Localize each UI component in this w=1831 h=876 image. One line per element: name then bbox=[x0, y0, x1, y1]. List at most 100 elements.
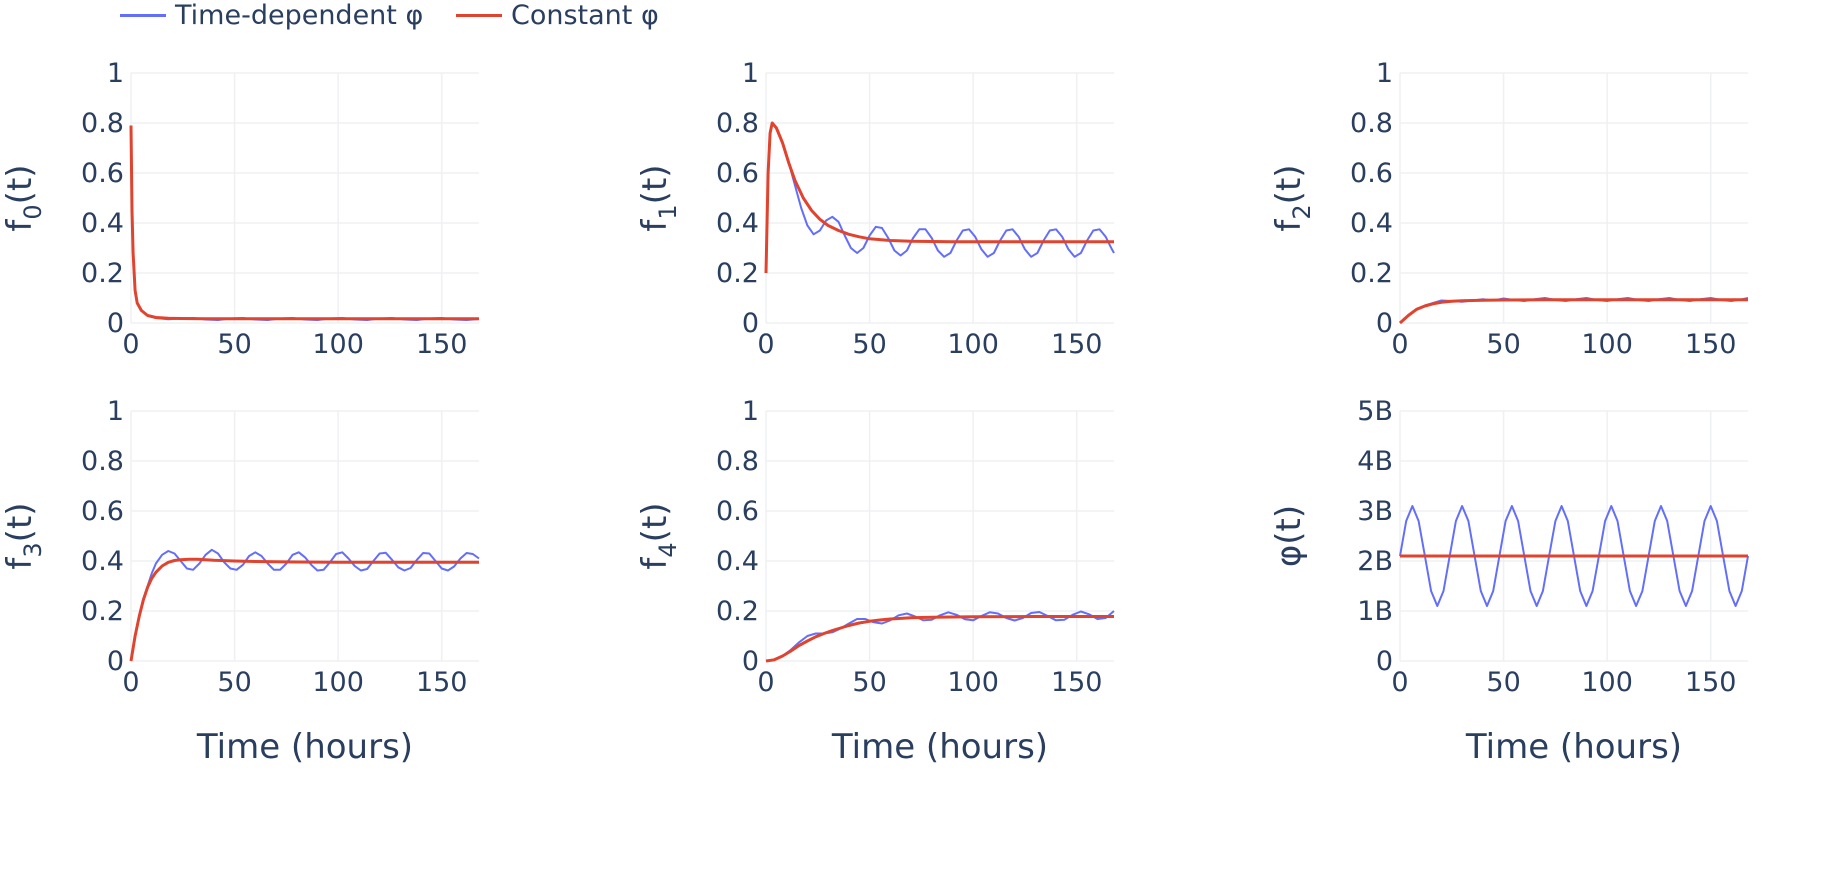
series-line-constant bbox=[764, 121, 1114, 274]
y-axis-label-suffix: (t) bbox=[635, 164, 675, 204]
y-tick-label: 0 bbox=[107, 308, 124, 339]
y-axis-label: f2(t) bbox=[1269, 164, 1316, 231]
legend-item-time-dependent[interactable]: Time-dependent φ bbox=[120, 0, 423, 31]
y-axis-label-suffix: (t) bbox=[1269, 164, 1309, 204]
y-axis-label-base: f bbox=[635, 557, 675, 570]
x-axis-label: Time (hours) bbox=[831, 727, 1048, 767]
y-tick-label: 0.6 bbox=[81, 496, 124, 527]
x-tick-label: 150 bbox=[416, 329, 468, 360]
x-tick-label: 50 bbox=[852, 667, 886, 698]
y-axis-label-base: f bbox=[1269, 219, 1309, 232]
x-axis-label: Time (hours) bbox=[196, 727, 413, 767]
y-axis-label-subscript: 2 bbox=[1288, 204, 1316, 219]
y-tick-label: 0.8 bbox=[81, 446, 124, 477]
x-tick-label: 0 bbox=[1391, 667, 1408, 698]
series-line-constant bbox=[765, 615, 1114, 663]
legend-label-constant: Constant φ bbox=[511, 0, 659, 31]
y-axis-label-base: φ(t) bbox=[1269, 505, 1309, 567]
y-tick-label: 0.6 bbox=[81, 158, 124, 189]
x-tick-label: 150 bbox=[416, 667, 468, 698]
y-tick-label: 0.4 bbox=[81, 546, 124, 577]
y-tick-label: 0.2 bbox=[81, 596, 124, 627]
x-tick-label: 100 bbox=[312, 667, 364, 698]
y-axis-label-suffix: (t) bbox=[0, 502, 40, 542]
subplot-f2: 0 0.2 0.4 0.6 0.8 1 0 50 100 150 f2(t) bbox=[1269, 58, 1749, 360]
y-axis-label: f3(t) bbox=[0, 502, 47, 569]
y-axis-label-subscript: 1 bbox=[654, 204, 682, 219]
gridlines-phi bbox=[1399, 410, 1748, 662]
legend-swatch-constant bbox=[456, 13, 502, 17]
y-tick-label: 0.4 bbox=[81, 208, 124, 239]
gridlines-f2 bbox=[1399, 72, 1748, 324]
y-tick-label: 0.4 bbox=[716, 208, 759, 239]
y-axis-label: f4(t) bbox=[635, 502, 682, 569]
y-axis-label-base: f bbox=[0, 557, 40, 570]
y-tick-label: 1 bbox=[107, 58, 124, 89]
x-tick-label: 100 bbox=[947, 329, 999, 360]
y-tick-label: 1 bbox=[1376, 58, 1393, 89]
y-tick-label: 0.6 bbox=[716, 158, 759, 189]
gridlines-f0 bbox=[130, 72, 479, 324]
x-tick-label: 100 bbox=[1581, 667, 1633, 698]
x-tick-label: 50 bbox=[852, 329, 886, 360]
series-line-time-dependent bbox=[765, 122, 1115, 274]
y-axis-label-subscript: 4 bbox=[654, 542, 682, 557]
y-axis-label-base: f bbox=[0, 219, 40, 232]
y-tick-label: 0 bbox=[742, 308, 759, 339]
legend-item-constant[interactable]: Constant φ bbox=[456, 0, 659, 31]
x-tick-label: 100 bbox=[947, 667, 999, 698]
y-axis-label-base: f bbox=[635, 219, 675, 232]
y-tick-label: 0.4 bbox=[1350, 208, 1393, 239]
y-tick-label: 1 bbox=[742, 58, 759, 89]
y-tick-label: 4B bbox=[1357, 446, 1393, 477]
y-tick-label: 1 bbox=[107, 396, 124, 427]
x-tick-label: 100 bbox=[1581, 329, 1633, 360]
y-tick-label: 1B bbox=[1357, 596, 1393, 627]
y-tick-label: 0.6 bbox=[1350, 158, 1393, 189]
y-tick-label: 0.2 bbox=[81, 258, 124, 289]
x-tick-label: 150 bbox=[1685, 329, 1737, 360]
x-axis-label: Time (hours) bbox=[1465, 727, 1682, 767]
series-line-constant bbox=[129, 557, 479, 662]
subplot-phi: 0 1B 2B 3B 4B 5B 0 50 100 150 φ(t) Time (hours) bbox=[1269, 396, 1749, 767]
gridlines-f4 bbox=[765, 410, 1114, 662]
x-tick-label: 50 bbox=[217, 329, 251, 360]
subplot-f3: 0 0.2 0.4 0.6 0.8 1 0 50 100 150 f3(t) Time (hours) bbox=[0, 396, 480, 767]
x-tick-label: 100 bbox=[312, 329, 364, 360]
y-axis-label: φ(t) bbox=[1269, 505, 1309, 567]
gridlines-f3 bbox=[130, 410, 479, 662]
y-tick-label: 0 bbox=[1376, 646, 1393, 677]
y-tick-label: 0.2 bbox=[716, 596, 759, 627]
y-tick-label: 0.8 bbox=[716, 446, 759, 477]
x-tick-label: 0 bbox=[1391, 329, 1408, 360]
y-tick-label: 0.8 bbox=[81, 108, 124, 139]
y-tick-label: 3B bbox=[1357, 496, 1393, 527]
subplot-f4: 0 0.2 0.4 0.6 0.8 1 0 50 100 150 f4(t) Time (hours) bbox=[635, 396, 1115, 767]
series-line-constant bbox=[129, 125, 479, 321]
x-tick-label: 0 bbox=[122, 329, 139, 360]
y-tick-label: 0.2 bbox=[1350, 258, 1393, 289]
legend-swatch-time-dependent bbox=[120, 13, 166, 17]
y-axis-label-suffix: (t) bbox=[635, 502, 675, 542]
y-tick-label: 0 bbox=[107, 646, 124, 677]
x-tick-label: 0 bbox=[757, 667, 774, 698]
x-tick-label: 150 bbox=[1685, 667, 1737, 698]
x-tick-label: 50 bbox=[217, 667, 251, 698]
y-tick-label: 0 bbox=[742, 646, 759, 677]
x-tick-label: 150 bbox=[1051, 329, 1103, 360]
x-tick-label: 50 bbox=[1486, 329, 1520, 360]
y-axis-label-subscript: 0 bbox=[19, 204, 47, 219]
y-tick-label: 0.8 bbox=[716, 108, 759, 139]
x-tick-label: 50 bbox=[1486, 667, 1520, 698]
y-tick-label: 0.8 bbox=[1350, 108, 1393, 139]
y-tick-label: 0.6 bbox=[716, 496, 759, 527]
y-axis-label-suffix: (t) bbox=[0, 164, 40, 204]
y-axis-label: f1(t) bbox=[635, 164, 682, 231]
x-tick-label: 0 bbox=[122, 667, 139, 698]
gridlines-f1 bbox=[765, 72, 1114, 324]
y-axis-label: f0(t) bbox=[0, 164, 47, 231]
series-line-time-dependent bbox=[130, 548, 480, 662]
